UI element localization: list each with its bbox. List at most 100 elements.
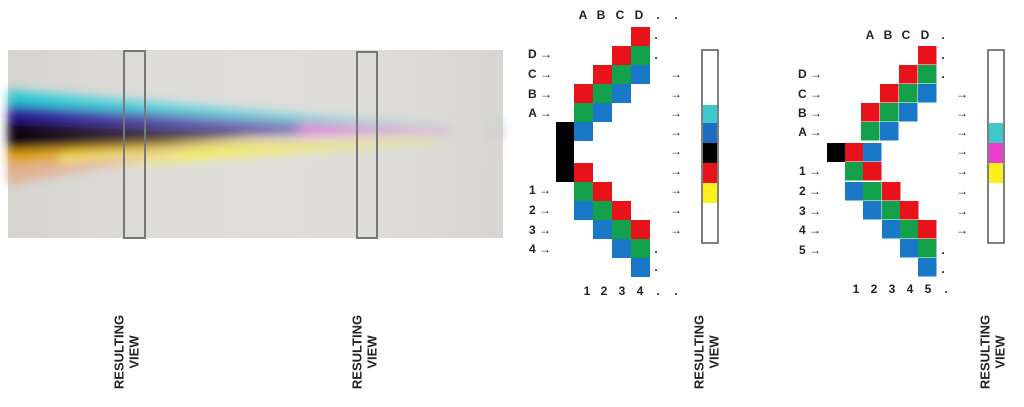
caption: RESULTING VIEW: [977, 315, 1007, 389]
top-label: A: [579, 8, 588, 22]
pixel: [631, 27, 650, 46]
pixel: [863, 162, 882, 181]
bottom-label: 3: [889, 282, 896, 296]
left-label: C →: [528, 67, 552, 81]
pixel: [899, 103, 918, 122]
left-label: 4 →: [529, 242, 551, 256]
left-label: 4 →: [799, 223, 821, 237]
left-label: A →: [798, 125, 822, 139]
pixel: [900, 201, 919, 220]
pixel: [880, 84, 899, 103]
arrow: →: [670, 106, 682, 120]
result-pixel: [703, 183, 717, 203]
pixel: [574, 103, 593, 122]
pixel: [593, 182, 612, 201]
pixel: [631, 65, 650, 84]
pixel: [863, 201, 882, 220]
arrow: →: [956, 87, 968, 101]
diagram: A B C D . D → C → B → A → 1 → 2 → 3 → 4 → 5 → → → → → → → → →…: [798, 28, 1005, 296]
top-label: C: [616, 8, 625, 22]
left-label: 3 →: [799, 204, 821, 218]
pixel: [631, 239, 650, 258]
arrow: →: [670, 183, 682, 197]
dot: .: [654, 28, 657, 42]
dot: .: [654, 48, 657, 62]
top-label: .: [674, 8, 677, 22]
left-label: C →: [798, 87, 822, 101]
pixel: [574, 163, 593, 182]
result-pixel: [703, 163, 717, 183]
dot: .: [941, 48, 944, 62]
left-label: 3 →: [529, 223, 551, 237]
caption-line: VIEW: [706, 335, 721, 369]
arrow: →: [956, 106, 968, 120]
pixel: [631, 220, 650, 239]
pixel: [899, 65, 918, 84]
pixel: [918, 239, 937, 258]
left-label: 2 →: [799, 184, 821, 198]
dot: .: [941, 262, 944, 276]
pixel: [612, 201, 631, 220]
pixel: [918, 46, 937, 65]
dot: .: [941, 67, 944, 81]
top-label: .: [656, 8, 659, 22]
pixel: [593, 84, 612, 103]
photo: [8, 50, 503, 239]
dot: .: [654, 260, 657, 274]
pixel: [574, 122, 593, 141]
result-pixel: [989, 123, 1003, 143]
pixel: [918, 65, 937, 84]
top-label: A: [866, 28, 875, 42]
arrow: →: [956, 204, 968, 218]
arrow: →: [670, 144, 682, 158]
pixel: [882, 220, 901, 239]
pixel: [863, 143, 882, 162]
top-label: D: [635, 8, 644, 22]
result-pixel: [703, 105, 717, 125]
caption-line: RESULTING: [977, 315, 992, 389]
arrow: →: [670, 87, 682, 101]
dot: .: [654, 242, 657, 256]
pixel: [899, 84, 918, 103]
pixel: [574, 84, 593, 103]
pixel: [574, 201, 593, 220]
pixel: [880, 122, 899, 141]
top-label: B: [884, 28, 893, 42]
caption: RESULTING VIEW: [349, 315, 379, 389]
pixel: [612, 46, 631, 65]
arrow: →: [956, 125, 968, 139]
black-pixel: [556, 122, 574, 182]
left-label: 5 →: [799, 243, 821, 257]
arrow: →: [670, 223, 682, 237]
left-label: D →: [528, 47, 552, 61]
bottom-label: .: [656, 284, 659, 298]
top-label: C: [902, 28, 911, 42]
pixel: [918, 258, 937, 277]
pixel: [593, 65, 612, 84]
pixel: [880, 103, 899, 122]
bottom-label: 1: [853, 282, 860, 296]
pixel: [882, 182, 901, 201]
pixel: [918, 220, 937, 239]
black-pixel: [827, 143, 845, 162]
pixel: [861, 103, 880, 122]
pixel: [631, 258, 650, 277]
caption-line: VIEW: [992, 335, 1007, 369]
arrow: →: [670, 164, 682, 178]
bottom-label: 2: [601, 284, 608, 298]
pixel: [845, 143, 864, 162]
left-label: B →: [528, 87, 552, 101]
dot: .: [941, 243, 944, 257]
pixel: [845, 182, 864, 201]
pixel: [900, 220, 919, 239]
caption-line: VIEW: [364, 335, 379, 369]
arrow: →: [956, 164, 968, 178]
arrow: →: [956, 223, 968, 237]
caption-line: RESULTING: [349, 315, 364, 389]
left-label: 1 →: [529, 183, 551, 197]
bottom-label: .: [674, 284, 677, 298]
bottom-label: 3: [619, 284, 626, 298]
arrow: →: [956, 184, 968, 198]
result-pixel: [703, 123, 717, 143]
